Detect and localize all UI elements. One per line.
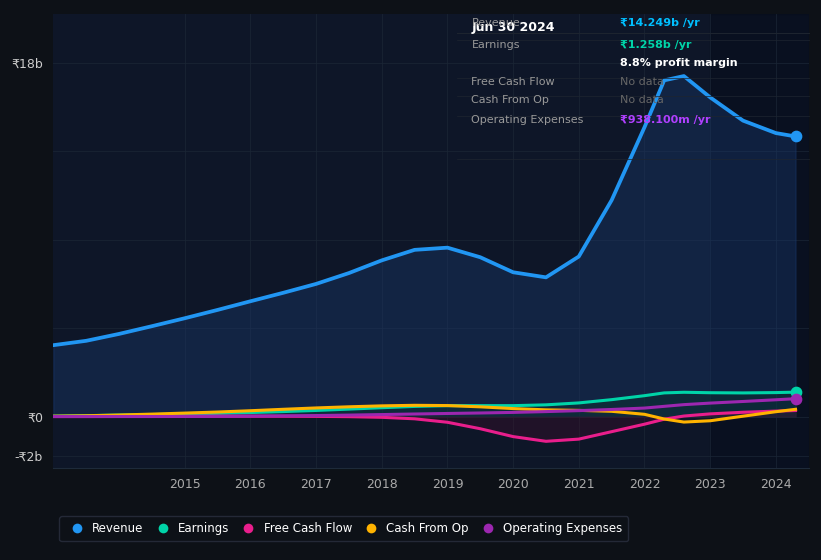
Text: No data: No data bbox=[620, 77, 663, 87]
Point bbox=[789, 388, 802, 396]
Text: 8.8% profit margin: 8.8% profit margin bbox=[620, 58, 737, 68]
Bar bbox=[710, 14, 809, 468]
Legend: Revenue, Earnings, Free Cash Flow, Cash From Op, Operating Expenses: Revenue, Earnings, Free Cash Flow, Cash … bbox=[59, 516, 628, 541]
Text: Operating Expenses: Operating Expenses bbox=[471, 115, 584, 125]
Text: ₹938.100m /yr: ₹938.100m /yr bbox=[620, 115, 710, 125]
Point bbox=[789, 132, 802, 141]
Text: Revenue: Revenue bbox=[471, 18, 521, 29]
Text: Earnings: Earnings bbox=[471, 40, 520, 49]
Text: ₹1.258b /yr: ₹1.258b /yr bbox=[620, 40, 691, 49]
Point bbox=[789, 394, 802, 403]
Text: Free Cash Flow: Free Cash Flow bbox=[471, 77, 555, 87]
Text: No data: No data bbox=[620, 95, 663, 105]
Text: ₹14.249b /yr: ₹14.249b /yr bbox=[620, 18, 699, 29]
Text: Jun 30 2024: Jun 30 2024 bbox=[471, 21, 555, 34]
Text: Cash From Op: Cash From Op bbox=[471, 95, 549, 105]
